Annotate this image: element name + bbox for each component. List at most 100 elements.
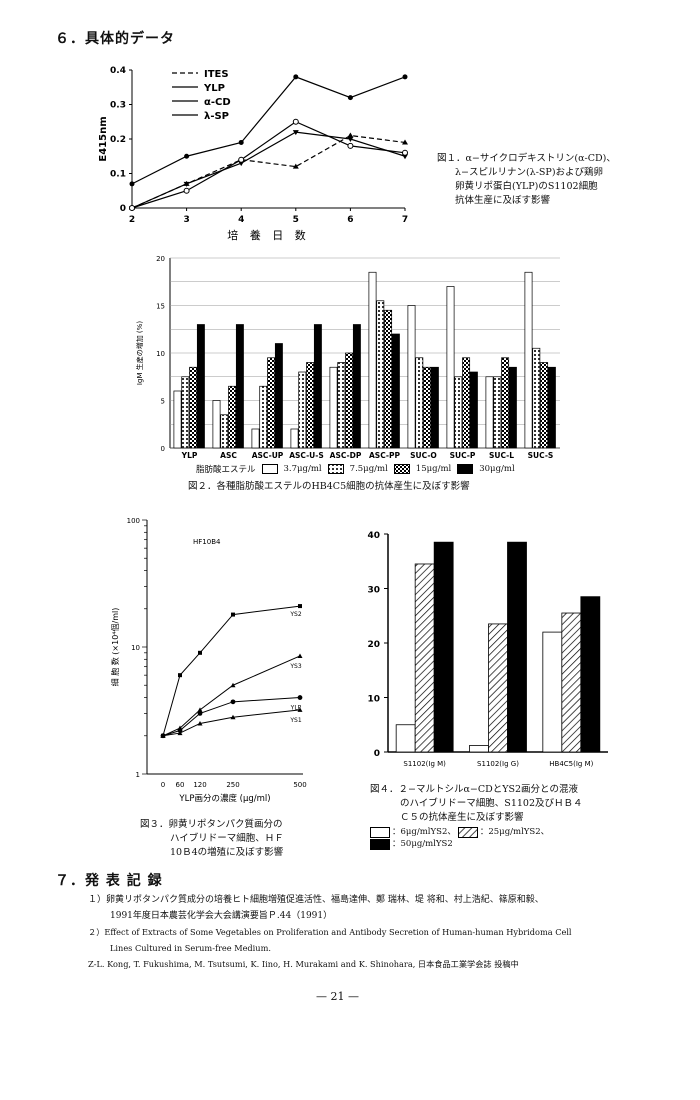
- bar-SUC-O-1: [415, 357, 424, 449]
- series-line-YS3: [162, 655, 301, 737]
- series-line-λ-SP: [131, 121, 406, 209]
- figure-3-caption: 図３．卵黄リポタンパク質画分の ハイブリドーマ細胞、ＨＦ 10Ｂ4の増殖に及ぼす…: [140, 818, 340, 860]
- data-point: [129, 181, 135, 187]
- y-tick-label: 0.1: [110, 170, 126, 180]
- y-tick-label: 30: [367, 586, 380, 596]
- bar-ASC-3: [235, 324, 244, 449]
- x-tick-label: 3: [183, 215, 189, 225]
- bar-ASC-DP-2: [345, 352, 354, 449]
- bar-SUC-O-0: [407, 305, 416, 449]
- y-tick-label: 1: [136, 771, 140, 779]
- figure-4-legend-item: ：6μg/mlYS2、: [392, 827, 456, 837]
- x-tick-label: ASC-PP: [369, 451, 400, 460]
- bar-SUC-S-2: [540, 362, 549, 449]
- bar-YLP-2: [189, 366, 198, 449]
- figure-1-caption-line: 卵黄リポ蛋白(YLP)のS1102細胞: [455, 181, 598, 192]
- x-tick-label: SUC-O: [410, 451, 437, 460]
- bar-SUC-S-1: [532, 347, 541, 449]
- legend-label: ITES: [204, 69, 229, 80]
- data-point: [292, 163, 299, 169]
- y-tick-label: 40: [367, 531, 380, 541]
- y-axis-label: IgM 生産の増加 (%): [135, 321, 144, 385]
- legend-label: α-CD: [204, 97, 231, 108]
- bar-SUC-L-2: [501, 357, 510, 449]
- x-tick-label: S1102(Ig M): [403, 760, 446, 768]
- x-tick-label: ASC: [220, 451, 237, 460]
- data-point: [183, 181, 190, 187]
- bar-ASC-U-S-2: [306, 362, 315, 449]
- bar-SUC-L-3: [508, 366, 517, 449]
- legend-swatch-black: [370, 838, 390, 850]
- data-point: [347, 132, 354, 138]
- bar-ASC-UP-2: [267, 357, 276, 449]
- x-tick-label: 250: [226, 781, 239, 789]
- data-point: [178, 673, 182, 678]
- y-tick-label: 0.4: [110, 66, 126, 76]
- figure-4-caption: 図４．２−マルトシルα−CDとYS2画分との混液 のハイブリドーマ細胞、S110…: [370, 783, 660, 850]
- figure-3-caption-line: 図３．卵黄リポタンパク質画分の: [140, 819, 283, 830]
- y-tick-label: 10: [367, 695, 380, 705]
- figure-3-caption-line: 10Ｂ4の増殖に及ぼす影響: [170, 847, 284, 858]
- data-point: [177, 730, 183, 736]
- figure-4-legend-item: ：50μg/mlYS2: [392, 839, 453, 849]
- x-tick-label: 500: [293, 781, 306, 789]
- figure-2-legend-title: 脂肪酸エステル: [196, 465, 256, 475]
- bar-YLP-0: [173, 390, 182, 449]
- data-point: [238, 139, 244, 145]
- bar-ASC-UP-1: [259, 385, 268, 449]
- reference-2-line-1: ２）Effect of Extracts of Some Vegetables …: [88, 927, 572, 937]
- bar-S1102(Ig G)-0: [469, 745, 489, 753]
- figure-3-chart: 1 10 100 0 60 120 250 500 YLP画分の濃度 (μg/ml) 細 胞 数 …: [110, 517, 307, 804]
- bar-SUC-P-1: [454, 376, 463, 449]
- y-tick-label: 0: [120, 204, 126, 214]
- x-tick-label: 6: [347, 215, 353, 225]
- series-line-YS1: [162, 709, 301, 737]
- y-tick-label: 5: [161, 398, 165, 406]
- bar-ASC-PP-1: [376, 300, 385, 449]
- bar-SUC-S-0: [524, 271, 533, 449]
- bar-ASC-U-S-3: [313, 324, 322, 449]
- bar-SUC-P-3: [469, 371, 478, 449]
- figure-1-chart: 0 0.1 0.2 0.3 0.4 2 3 4 5 6 7 E415nm 培 養 日 数 ITES YLP…: [98, 66, 408, 242]
- series-label: YS3: [289, 663, 301, 670]
- data-point: [298, 604, 302, 609]
- x-tick-label: ASC-UP: [252, 451, 284, 460]
- series-line-YLP: [131, 76, 406, 185]
- reference-2-line-2: Lines Cultured in Serum-free Medium.: [110, 943, 271, 953]
- bar-YLP-1: [181, 376, 190, 449]
- bar-ASC-U-S-1: [298, 371, 307, 449]
- bar-S1102(Ig M)-1: [414, 563, 435, 753]
- y-axis-label: 細 胞 数 (×10⁴個/ml): [110, 608, 120, 687]
- data-point: [184, 153, 190, 159]
- bar-ASC-U-S-0: [290, 428, 299, 449]
- bar-SUC-L-0: [485, 376, 494, 449]
- bar-SUC-S-3: [547, 366, 556, 449]
- data-point: [297, 653, 303, 658]
- bar-HB4C5(Ig M)-0: [542, 631, 563, 753]
- series-line-ITES: [131, 134, 406, 209]
- data-point: [402, 149, 408, 156]
- y-tick-label: 20: [156, 255, 165, 263]
- x-tick-label: 7: [402, 215, 408, 225]
- bar-ASC-PP-2: [384, 309, 393, 449]
- data-point: [297, 695, 303, 700]
- references-list: １）卵黄リポタンパク質成分の培養ヒト細胞増殖促進活性、福島達伸、鄭 瑞林、堤 将…: [88, 892, 688, 972]
- x-tick-label: SUC-L: [489, 451, 514, 460]
- y-tick-label: 20: [367, 640, 380, 650]
- bar-ASC-DP-1: [337, 362, 346, 449]
- bar-ASC-PP-3: [391, 333, 400, 449]
- y-tick-label: 0: [161, 445, 165, 453]
- data-point: [347, 95, 353, 101]
- x-tick-label: S1102(Ig G): [477, 760, 519, 768]
- legend-swatch-black: [457, 464, 474, 474]
- bar-SUC-O-3: [430, 366, 439, 449]
- figure-1-caption: 図１．α−サイクロデキストリン(α-CD)、 λ−スピルリナン(λ-SP)および…: [437, 152, 677, 208]
- figure-2-legend-item: 7.5μg/ml: [349, 464, 388, 474]
- x-tick-label: 5: [293, 215, 299, 225]
- inner-label: HF10B4: [193, 538, 221, 546]
- data-point: [183, 187, 190, 194]
- series-line-α-CD: [131, 131, 406, 209]
- data-point: [297, 707, 303, 712]
- data-point: [230, 699, 236, 705]
- data-point: [347, 137, 354, 142]
